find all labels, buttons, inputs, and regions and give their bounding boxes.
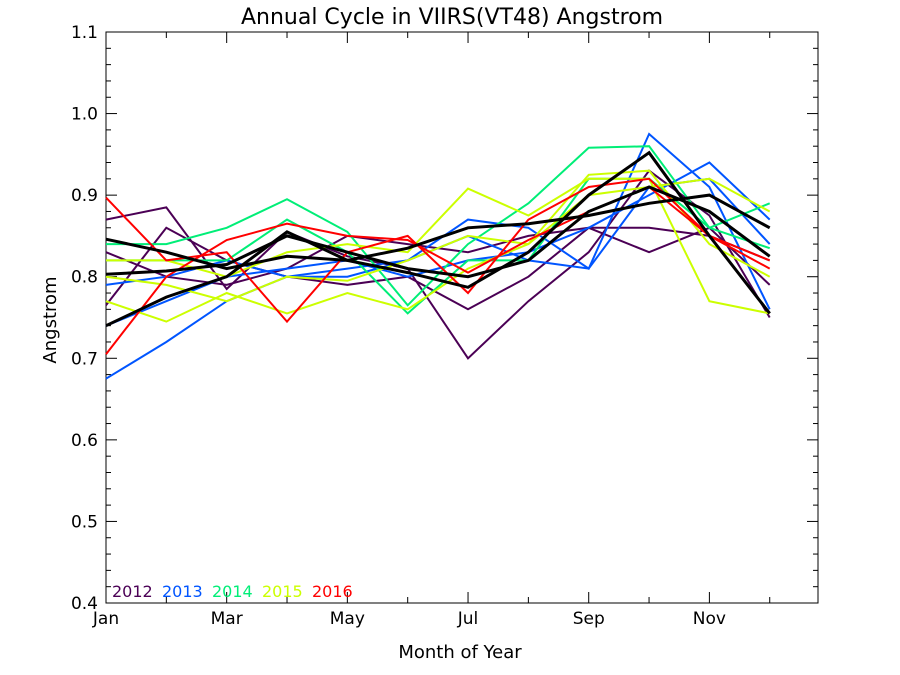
x-tick-label: Mar <box>211 609 243 629</box>
legend: 2012 2013 2014 2015 2016 <box>112 582 353 601</box>
x-tick-label: Nov <box>693 609 726 629</box>
legend-entry-2014: 2014 <box>212 582 253 601</box>
series-line-2 <box>105 226 771 311</box>
series-line-4 <box>105 132 771 380</box>
legend-entry-2012: 2012 <box>112 582 153 601</box>
x-tick-label: May <box>330 609 365 629</box>
y-tick-label: 1.0 <box>71 105 98 125</box>
series-line-14 <box>105 150 771 328</box>
series-line-7 <box>106 145 771 307</box>
series-line-16 <box>105 185 771 279</box>
y-axis-label: Angstrom <box>40 276 61 363</box>
series-line-15 <box>105 193 771 271</box>
y-tick-label: 0.5 <box>71 512 98 532</box>
series-line-10 <box>105 169 771 323</box>
x-tick-label: Sep <box>573 609 605 629</box>
plot-frame <box>105 31 819 604</box>
series-line-13 <box>105 185 771 355</box>
y-tick-label: 0.4 <box>71 594 98 614</box>
y-tick-label: 0.7 <box>71 349 98 369</box>
plot-area: 0.4 0.5 0.6 0.7 0.8 0.9 1.0 1.1 Jan Mar May Jul Sep N… <box>71 23 819 629</box>
series-line-12 <box>105 177 771 324</box>
chart-title: Annual Cycle in VIIRS(VT48) Angstrom <box>241 5 663 30</box>
y-tick-label: 0.8 <box>71 268 98 288</box>
x-tick-label: Jul <box>457 609 479 629</box>
legend-entry-2016: 2016 <box>312 582 353 601</box>
series-line-9 <box>106 177 770 315</box>
y-tick-label: 0.6 <box>71 431 98 451</box>
legend-entry-2013: 2013 <box>162 582 203 601</box>
series-lines <box>105 132 771 380</box>
series-line-11 <box>105 177 771 303</box>
y-tick-label: 1.1 <box>71 23 98 43</box>
x-tick-label: Jan <box>92 609 119 629</box>
y-tick-label: 0.9 <box>71 186 98 206</box>
legend-entry-2015: 2015 <box>262 582 303 601</box>
x-axis-label: Month of Year <box>398 642 522 663</box>
series-line-1 <box>105 169 771 360</box>
